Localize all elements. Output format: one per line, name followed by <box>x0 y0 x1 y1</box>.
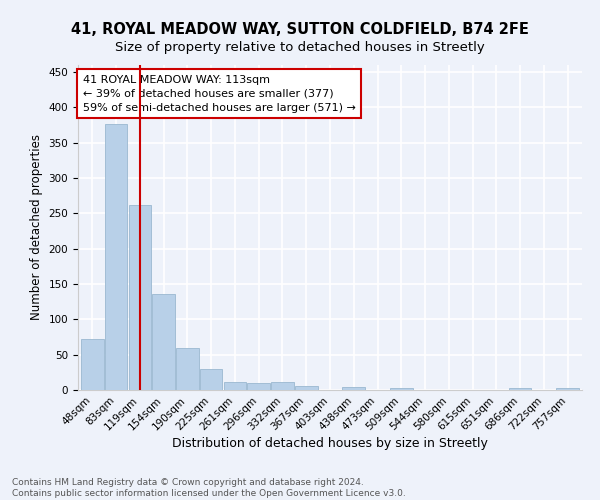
Bar <box>176 348 199 390</box>
Bar <box>105 124 127 390</box>
Bar <box>200 369 223 390</box>
Bar <box>556 388 579 390</box>
Bar <box>343 387 365 390</box>
Bar <box>295 386 317 390</box>
Text: Contains HM Land Registry data © Crown copyright and database right 2024.
Contai: Contains HM Land Registry data © Crown c… <box>12 478 406 498</box>
Bar <box>128 205 151 390</box>
Bar <box>247 383 270 390</box>
Text: 41, ROYAL MEADOW WAY, SUTTON COLDFIELD, B74 2FE: 41, ROYAL MEADOW WAY, SUTTON COLDFIELD, … <box>71 22 529 38</box>
Bar <box>81 339 104 390</box>
Bar <box>224 382 246 390</box>
Bar <box>152 294 175 390</box>
Bar <box>390 388 413 390</box>
Text: Size of property relative to detached houses in Streetly: Size of property relative to detached ho… <box>115 41 485 54</box>
X-axis label: Distribution of detached houses by size in Streetly: Distribution of detached houses by size … <box>172 438 488 450</box>
Text: 41 ROYAL MEADOW WAY: 113sqm
← 39% of detached houses are smaller (377)
59% of se: 41 ROYAL MEADOW WAY: 113sqm ← 39% of det… <box>83 74 356 113</box>
Y-axis label: Number of detached properties: Number of detached properties <box>30 134 43 320</box>
Bar <box>271 382 294 390</box>
Bar <box>509 388 532 390</box>
